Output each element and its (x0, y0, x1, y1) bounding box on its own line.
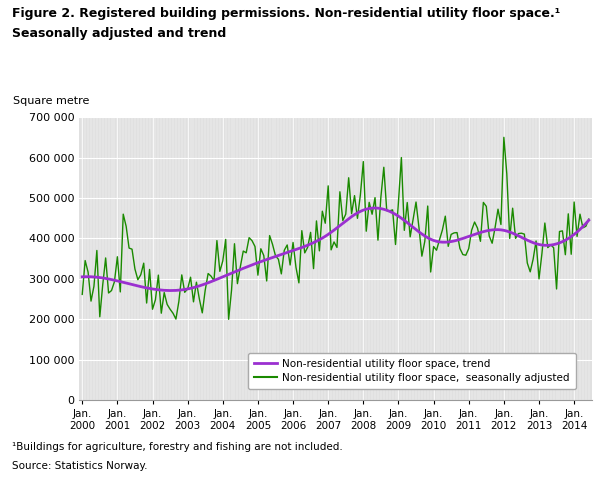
Text: Source: Statistics Norway.: Source: Statistics Norway. (12, 461, 148, 471)
Text: Figure 2. Registered building permissions. Non-residential utility floor space.¹: Figure 2. Registered building permission… (12, 7, 561, 20)
Text: ¹Buildings for agriculture, forestry and fishing are not included.: ¹Buildings for agriculture, forestry and… (12, 442, 343, 451)
Legend: Non-residential utility floor space, trend, Non-residential utility floor space,: Non-residential utility floor space, tre… (248, 353, 576, 389)
Text: Seasonally adjusted and trend: Seasonally adjusted and trend (12, 27, 226, 40)
Text: Square metre: Square metre (13, 96, 89, 106)
